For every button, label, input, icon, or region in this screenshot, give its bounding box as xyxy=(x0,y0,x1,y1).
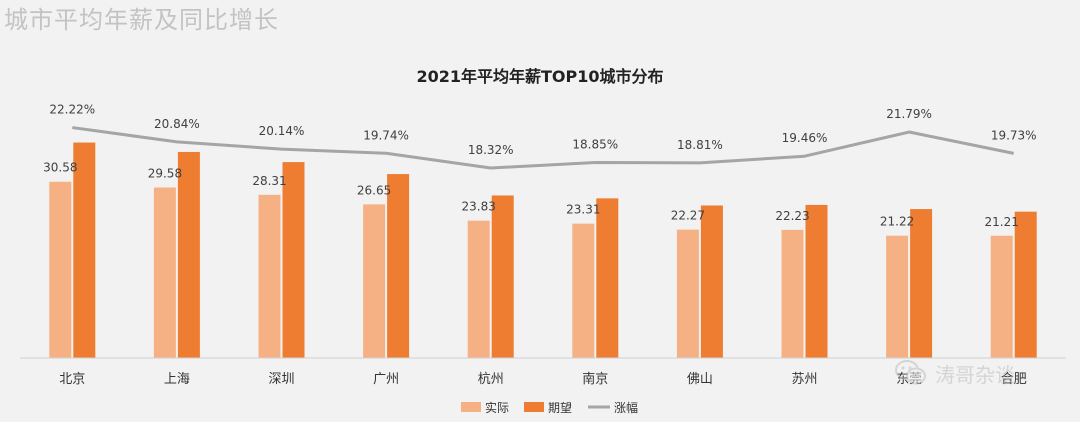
bar-actual-0 xyxy=(49,181,72,358)
label-actual-4: 23.83 xyxy=(462,200,496,214)
bar-expected-7 xyxy=(805,204,828,358)
bar-actual-5 xyxy=(572,223,595,358)
label-actual-2: 28.31 xyxy=(252,174,286,188)
legend-label-0: 实际 xyxy=(485,400,509,415)
x-tick-label-4: 杭州 xyxy=(478,372,504,387)
label-growth-4: 18.32% xyxy=(468,143,514,157)
label-growth-5: 18.85% xyxy=(572,138,618,152)
bar-expected-6 xyxy=(700,205,723,358)
label-growth-1: 20.84% xyxy=(154,117,200,131)
label-actual-5: 23.31 xyxy=(566,203,600,217)
bar-expected-9 xyxy=(1014,211,1037,358)
label-growth-6: 18.81% xyxy=(677,138,723,152)
label-actual-8: 21.22 xyxy=(880,215,914,229)
legend-label-1: 期望 xyxy=(548,401,572,415)
label-growth-9: 19.73% xyxy=(991,128,1037,142)
bar-actual-8 xyxy=(886,235,909,358)
legend-swatch-1 xyxy=(524,402,544,412)
bar-expected-1 xyxy=(177,151,200,358)
bar-actual-9 xyxy=(990,235,1013,358)
label-growth-0: 22.22% xyxy=(49,103,95,117)
wechat-icon xyxy=(895,360,926,385)
bar-actual-6 xyxy=(676,229,699,358)
label-actual-0: 30.58 xyxy=(43,161,77,175)
chart-title: 2021年平均年薪TOP10城市分布 xyxy=(416,67,663,86)
bar-expected-4 xyxy=(491,195,514,358)
x-tick-label-6: 佛山 xyxy=(687,372,713,387)
x-tick-label-0: 北京 xyxy=(59,372,85,387)
label-actual-1: 29.58 xyxy=(148,167,182,181)
legend-swatch-0 xyxy=(461,402,481,412)
bar-actual-3 xyxy=(363,204,386,358)
bar-expected-5 xyxy=(596,198,619,358)
bar-actual-2 xyxy=(258,194,281,358)
bar-actual-7 xyxy=(781,229,804,358)
x-tick-label-3: 广州 xyxy=(373,372,399,387)
bar-expected-3 xyxy=(387,174,410,358)
bar-expected-2 xyxy=(282,162,305,358)
x-tick-label-9: 合肥 xyxy=(1001,372,1027,387)
x-tick-label-5: 南京 xyxy=(582,371,608,387)
label-growth-7: 19.46% xyxy=(782,131,828,145)
watermark: 涛哥杂谈 xyxy=(893,355,1015,391)
x-tick-label-7: 苏州 xyxy=(791,371,817,387)
label-actual-7: 22.23 xyxy=(775,209,809,223)
bar-actual-4 xyxy=(467,220,490,358)
bar-actual-1 xyxy=(153,187,176,358)
label-actual-9: 21.21 xyxy=(985,215,1019,229)
growth-line xyxy=(72,126,1015,170)
x-tick-label-1: 上海 xyxy=(164,372,190,387)
x-tick-label-2: 深圳 xyxy=(268,372,294,387)
bar-expected-8 xyxy=(910,209,933,358)
page-heading: 城市平均年薪及同比增长 xyxy=(4,6,279,34)
watermark-text: 涛哥杂谈 xyxy=(935,362,1015,387)
bar-expected-0 xyxy=(73,142,96,358)
label-growth-8: 21.79% xyxy=(886,107,932,121)
legend-label-2: 涨幅 xyxy=(614,400,638,415)
label-growth-2: 20.14% xyxy=(259,124,305,138)
label-actual-6: 22.27 xyxy=(671,209,705,223)
label-actual-3: 26.65 xyxy=(357,183,391,197)
label-growth-3: 19.74% xyxy=(363,128,409,142)
